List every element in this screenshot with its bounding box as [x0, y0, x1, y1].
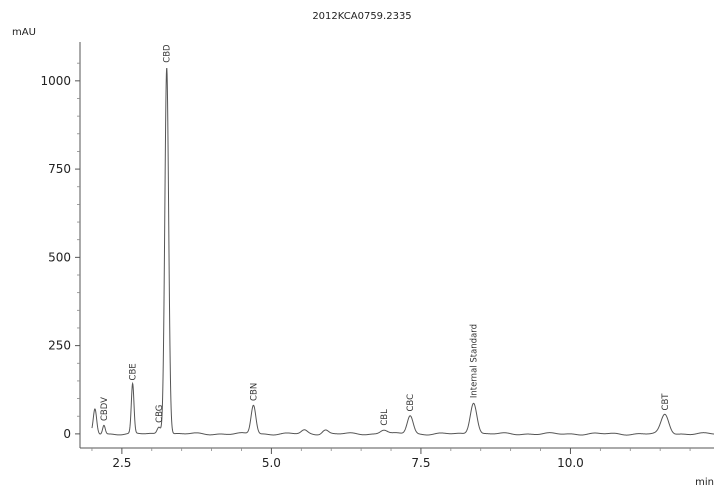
- y-tick-label-2: 500: [48, 250, 71, 264]
- peak-label-2: CBE: [129, 363, 139, 380]
- y-tick-label-1: 250: [48, 339, 71, 353]
- peak-label-4: CBD: [163, 44, 173, 63]
- y-tick-label-3: 750: [48, 162, 71, 176]
- peak-label-10: Internal Standard: [470, 324, 480, 398]
- peak-label-11: CBT: [661, 393, 671, 411]
- y-tick-label-0: 0: [63, 427, 71, 441]
- peak-label-1: CBDV: [100, 397, 110, 421]
- chart-title: 2012KCA0759.2335: [312, 11, 411, 22]
- y-axis-label: mAU: [12, 27, 36, 38]
- peak-label-9: CBC: [406, 394, 416, 412]
- peak-label-8: CBL: [380, 409, 390, 426]
- x-tick-label-2: 7.5: [411, 456, 430, 470]
- x-axis-ticks: 2.5 5.0 7.5 10.0: [112, 448, 584, 470]
- peak-labels: CBDV CBE CBG CBD CBN CBL CBC Internal Standard C…: [100, 44, 671, 426]
- x-tick-label-0: 2.5: [112, 456, 131, 470]
- y-axis-ticks: 0 250 500 750 1000: [40, 74, 80, 441]
- x-axis-label: min: [695, 477, 714, 488]
- y-tick-label-4: 1000: [40, 74, 71, 88]
- minor-ticks: [77, 62, 691, 451]
- chromatogram-trace: [91, 68, 715, 436]
- x-tick-label-1: 5.0: [262, 456, 281, 470]
- peak-label-3: CBG: [155, 405, 165, 423]
- peak-label-5: CBN: [249, 383, 259, 401]
- x-tick-label-3: 10.0: [557, 456, 584, 470]
